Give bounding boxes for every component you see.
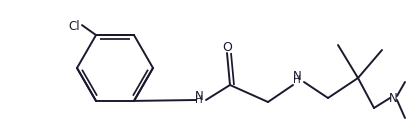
Text: O: O	[222, 41, 232, 54]
Text: H: H	[293, 75, 301, 85]
Text: Cl: Cl	[69, 20, 80, 33]
Text: H: H	[195, 95, 203, 105]
Text: N: N	[293, 70, 302, 83]
Text: N: N	[389, 92, 397, 104]
Text: N: N	[195, 90, 203, 103]
